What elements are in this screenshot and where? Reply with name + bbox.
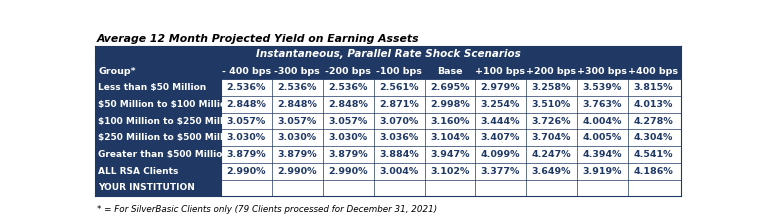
Text: 2.990%: 2.990% (226, 167, 266, 176)
Text: 4.247%: 4.247% (531, 150, 572, 159)
Text: \$250 Million to \$500 Million: \$250 Million to \$500 Million (98, 133, 239, 142)
Text: 2.561%: 2.561% (380, 83, 419, 92)
Bar (221, 113, 681, 130)
Text: +100 bps: +100 bps (475, 67, 525, 76)
Text: Base: Base (437, 67, 463, 76)
Text: YOUR INSTITUTION: YOUR INSTITUTION (98, 183, 195, 192)
Text: 3.919%: 3.919% (583, 167, 622, 176)
Text: 2.536%: 2.536% (329, 83, 368, 92)
Text: 3.884%: 3.884% (379, 150, 419, 159)
Text: 3.407%: 3.407% (481, 133, 520, 142)
Text: 2.998%: 2.998% (430, 100, 470, 109)
Text: +400 bps: +400 bps (628, 67, 678, 76)
Text: ALL RSA Clients: ALL RSA Clients (98, 167, 179, 176)
Bar (95, 130, 221, 146)
Text: 4.278%: 4.278% (634, 117, 673, 126)
Text: 4.013%: 4.013% (634, 100, 673, 109)
Text: * = For SilverBasic Clients only (79 Clients processed for December 31, 2021): * = For SilverBasic Clients only (79 Cli… (97, 205, 437, 214)
Text: Instantaneous, Parallel Rate Shock Scenarios: Instantaneous, Parallel Rate Shock Scena… (256, 50, 520, 59)
Text: Greater than \$500 Million: Greater than \$500 Million (98, 150, 229, 159)
Text: 3.057%: 3.057% (278, 117, 317, 126)
Text: 4.099%: 4.099% (481, 150, 520, 159)
Text: 2.871%: 2.871% (379, 100, 419, 109)
Text: 2.848%: 2.848% (277, 100, 317, 109)
Text: 3.057%: 3.057% (329, 117, 368, 126)
Text: 3.057%: 3.057% (226, 117, 266, 126)
Text: - 400 bps: - 400 bps (222, 67, 271, 76)
Text: 2.695%: 2.695% (430, 83, 469, 92)
Bar (95, 79, 221, 96)
Text: 3.649%: 3.649% (531, 167, 571, 176)
Text: 4.186%: 4.186% (634, 167, 673, 176)
Text: Group*: Group* (98, 67, 136, 76)
Text: -300 bps: -300 bps (275, 67, 320, 76)
Text: -200 bps: -200 bps (326, 67, 371, 76)
Text: 3.070%: 3.070% (380, 117, 419, 126)
Text: -100 bps: -100 bps (376, 67, 422, 76)
Text: 3.030%: 3.030% (226, 133, 266, 142)
Text: Average 12 Month Projected Yield on Earning Assets: Average 12 Month Projected Yield on Earn… (97, 34, 419, 44)
Text: 3.510%: 3.510% (531, 100, 571, 109)
Text: 3.102%: 3.102% (430, 167, 469, 176)
Text: 3.258%: 3.258% (531, 83, 571, 92)
Text: 3.254%: 3.254% (481, 100, 520, 109)
Bar (221, 179, 681, 196)
Text: 2.848%: 2.848% (329, 100, 369, 109)
Text: 4.005%: 4.005% (583, 133, 622, 142)
Bar (221, 163, 681, 179)
Text: 4.541%: 4.541% (634, 150, 673, 159)
Text: 4.394%: 4.394% (583, 150, 622, 159)
Text: \$100 Million to \$250 Million: \$100 Million to \$250 Million (98, 117, 239, 126)
Bar (221, 96, 681, 113)
Bar (95, 179, 221, 196)
Bar (95, 96, 221, 113)
Text: 2.979%: 2.979% (481, 83, 520, 92)
Text: 3.879%: 3.879% (226, 150, 266, 159)
Text: \$50 Million to \$100 Million: \$50 Million to \$100 Million (98, 100, 232, 109)
Text: 3.947%: 3.947% (430, 150, 469, 159)
Text: 3.444%: 3.444% (481, 117, 520, 126)
Text: 3.879%: 3.879% (329, 150, 368, 159)
Text: +200 bps: +200 bps (526, 67, 576, 76)
Bar (221, 79, 681, 96)
Text: Less than \$50 Million: Less than \$50 Million (98, 83, 207, 92)
Text: 2.990%: 2.990% (278, 167, 317, 176)
Text: 2.536%: 2.536% (278, 83, 317, 92)
Text: 4.004%: 4.004% (583, 117, 622, 126)
Text: 3.104%: 3.104% (430, 133, 469, 142)
Text: 3.030%: 3.030% (278, 133, 317, 142)
Bar (221, 146, 681, 163)
Bar (221, 130, 681, 146)
Text: 4.304%: 4.304% (634, 133, 673, 142)
Text: 3.539%: 3.539% (583, 83, 622, 92)
Bar (95, 63, 681, 79)
Text: 2.536%: 2.536% (226, 83, 266, 92)
Text: 3.036%: 3.036% (380, 133, 419, 142)
Text: 3.160%: 3.160% (430, 117, 469, 126)
Text: 3.704%: 3.704% (531, 133, 571, 142)
Text: +300 bps: +300 bps (578, 67, 628, 76)
Text: 2.990%: 2.990% (329, 167, 368, 176)
Text: 3.879%: 3.879% (278, 150, 317, 159)
Text: 3.815%: 3.815% (634, 83, 673, 92)
Bar (95, 163, 221, 179)
Bar (95, 113, 221, 130)
Text: 3.377%: 3.377% (481, 167, 520, 176)
Text: 2.848%: 2.848% (226, 100, 266, 109)
Bar (95, 46, 681, 63)
Text: 3.030%: 3.030% (329, 133, 368, 142)
Text: 3.726%: 3.726% (531, 117, 571, 126)
Text: 3.763%: 3.763% (583, 100, 622, 109)
Text: 3.004%: 3.004% (380, 167, 419, 176)
Bar (95, 146, 221, 163)
